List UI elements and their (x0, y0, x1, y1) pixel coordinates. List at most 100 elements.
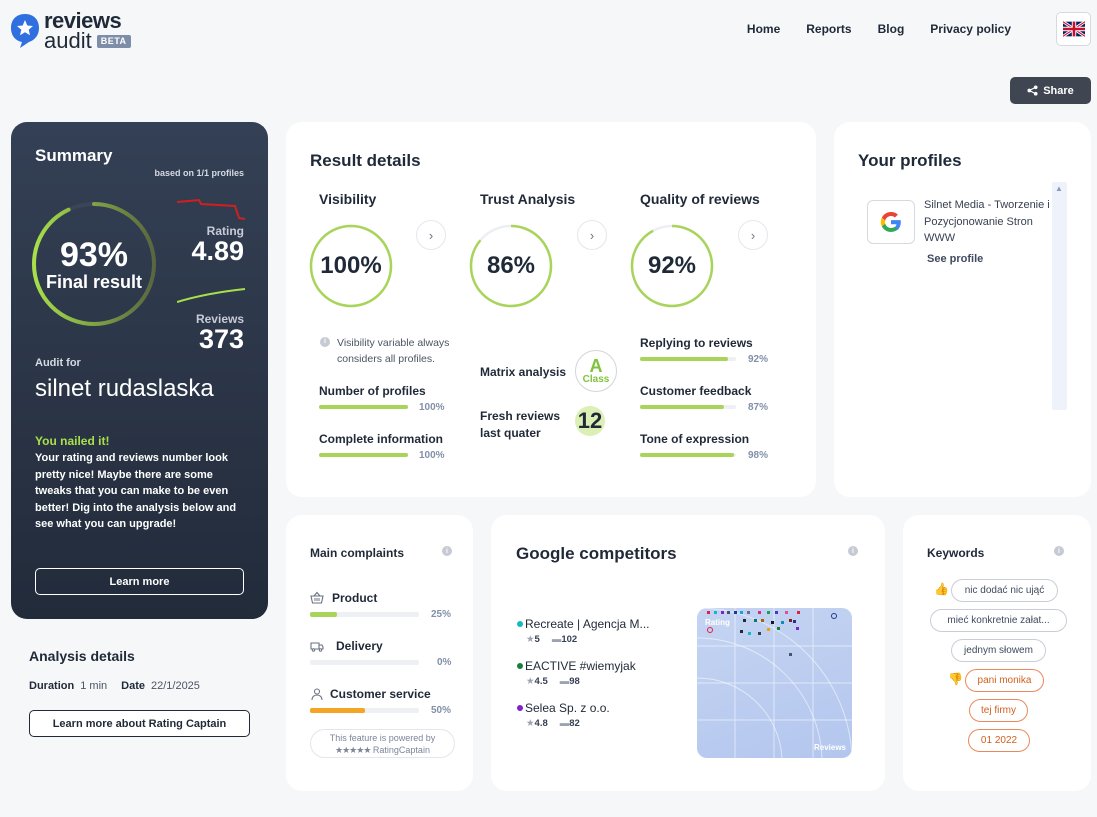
complaint-product-percent: 25% (431, 609, 452, 620)
competitor-reviews: 102 (561, 634, 578, 645)
keyword-negative[interactable]: tej firmy (969, 699, 1028, 722)
final-result-ring: 93% Final result (30, 200, 158, 328)
powered-by-brand: RatingCaptain (372, 744, 430, 755)
competitor-color-dot (517, 621, 523, 627)
complaint-customer-service-label: Customer service (330, 687, 431, 701)
comment-icon: ▬ (559, 676, 570, 687)
nav-privacy-policy[interactable]: Privacy policy (930, 22, 1011, 36)
complaint-product-label: Product (332, 591, 378, 605)
keyword-positive[interactable]: jednym słowem (951, 639, 1046, 662)
competitor-name: EACTIVE #wiemyjak (525, 659, 636, 673)
main-complaints-title: Main complaints (310, 546, 405, 560)
nav-blog[interactable]: Blog (877, 22, 905, 36)
powered-by-badge[interactable]: This feature is powered by ★★★★★ RatingC… (310, 729, 455, 758)
profile-list: Silnet Media - Tworzenie i Pozycjonowani… (858, 182, 1068, 410)
visibility-details-button[interactable]: › (416, 220, 446, 250)
fresh-reviews-value: 12 (575, 406, 605, 436)
thumbs-down-icon: 👎 (948, 672, 963, 686)
competitor-map[interactable]: Rating Reviews (697, 608, 852, 758)
fresh-reviews-label-1: Fresh reviews (480, 409, 561, 423)
scroll-up-icon[interactable]: ▲ (1055, 184, 1063, 193)
keyword-negative[interactable]: pani monika (965, 669, 1044, 692)
visibility-percent: 100% (320, 252, 382, 279)
comment-icon: ▬ (559, 718, 570, 729)
complaint-delivery-bar (310, 660, 419, 665)
map-label-reviews: Reviews (813, 743, 846, 752)
keywords-title: Keywords (927, 546, 985, 560)
google-competitors-card: Google competitors i Recreate | Agencja … (491, 515, 885, 791)
star-icon: ★ (526, 634, 535, 645)
learn-more-rating-captain-button[interactable]: Learn more about Rating Captain (29, 710, 250, 737)
keyword-negative[interactable]: 01 2022 (968, 729, 1030, 752)
trust-arc (469, 224, 553, 308)
competitor-map-grid (697, 608, 852, 758)
powered-by-text: This feature is powered by (329, 732, 436, 743)
chevron-right-icon: › (750, 227, 756, 243)
quality-percent: 92% (647, 252, 697, 279)
competitor-item[interactable]: Recreate | Agencja M... ★5 ▬102 (517, 617, 653, 645)
competitor-item[interactable]: Selea Sp. z o.o. ★4.8 ▬82 (517, 701, 653, 729)
trust-percent: 86% (486, 252, 536, 279)
star-icon: ★ (526, 718, 535, 729)
competitor-item[interactable]: EACTIVE #wiemyjak ★4.5 ▬98 (517, 659, 653, 687)
rating-value: 4.89 (191, 236, 244, 266)
number-of-profiles-bar (319, 405, 408, 409)
uk-flag-icon (1062, 21, 1085, 37)
thumbs-up-icon: 👍 (934, 582, 949, 596)
keyword-positive[interactable]: nic dodać nic ująć (951, 579, 1058, 602)
final-label: Final result (45, 271, 143, 292)
complaint-customer-service-bar (310, 708, 419, 713)
quality-circle: 92% (630, 224, 714, 308)
replying-label: Replying to reviews (640, 336, 753, 350)
competitor-rating: 5 (534, 634, 540, 645)
language-selector[interactable] (1056, 12, 1091, 46)
info-icon[interactable]: i (848, 546, 858, 556)
number-of-profiles-percent: 100% (419, 402, 445, 413)
fresh-reviews-label-2: last quater (480, 426, 541, 440)
logo-star-icon (11, 14, 39, 48)
info-icon[interactable]: i (442, 546, 452, 556)
learn-more-button[interactable]: Learn more (35, 568, 244, 595)
final-result-arc (32, 202, 156, 326)
logo[interactable]: reviews audit BETA (10, 10, 131, 52)
google-profile-logo[interactable] (867, 200, 915, 244)
nav-home[interactable]: Home (746, 22, 781, 36)
class-word: Class (582, 374, 610, 385)
date-value: 22/1/2025 (150, 680, 200, 692)
see-profile-link[interactable]: See profile (927, 253, 984, 265)
number-of-profiles-label: Number of profiles (319, 384, 426, 398)
competitor-rating: 4.8 (534, 718, 548, 729)
quality-of-reviews-title: Quality of reviews (640, 191, 760, 207)
profile-name: Silnet Media - Tworzenie i Pozycjonowani… (924, 199, 1050, 244)
reviews-label: Reviews (195, 312, 244, 326)
logo-text-reviews: reviews (44, 8, 122, 33)
visibility-arc (309, 224, 393, 308)
quality-arc (630, 224, 714, 308)
customer-feedback-bar (640, 405, 736, 409)
rating-trend-line (177, 198, 245, 220)
nailed-description: Your rating and reviews number look pret… (35, 452, 237, 530)
quality-details-button[interactable]: › (738, 220, 768, 250)
main-nav: Home Reports Blog Privacy policy (747, 22, 1011, 36)
share-button[interactable]: Share (1010, 77, 1091, 104)
date-label: Date (121, 680, 145, 692)
trust-analysis-title: Trust Analysis (480, 191, 576, 207)
competitor-color-dot (517, 705, 523, 711)
based-on-text: based on 1/1 profiles (154, 168, 244, 178)
customer-feedback-label: Customer feedback (640, 384, 752, 398)
trust-details-button[interactable]: › (577, 220, 607, 250)
complaint-product-bar (310, 612, 419, 617)
rating-label: Rating (206, 224, 244, 238)
info-icon[interactable]: i (1054, 546, 1064, 556)
star-icon: ★ (526, 676, 535, 687)
analysis-meta: Duration 1 min Date 22/1/2025 (29, 680, 200, 692)
chevron-right-icon: › (428, 227, 434, 243)
nav-reports[interactable]: Reports (806, 22, 852, 36)
complete-information-label: Complete information (319, 432, 444, 446)
truck-icon (310, 642, 324, 652)
competitor-map-points (707, 611, 837, 656)
profile-scrollbar[interactable]: ▲ (1052, 182, 1067, 410)
keyword-positive[interactable]: mieć konkretnie załat... (930, 609, 1067, 632)
reviews-trend-line (177, 288, 245, 303)
map-label-rating: Rating (705, 618, 730, 627)
